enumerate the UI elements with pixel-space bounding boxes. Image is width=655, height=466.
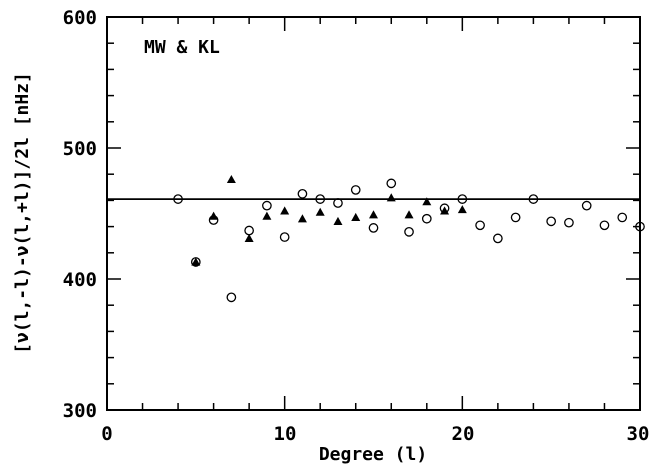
data-point-circle: [635, 221, 645, 232]
x-tick-label-30: 30: [627, 423, 650, 445]
data-point-circle: [510, 212, 521, 223]
data-point-triangle: [209, 211, 219, 220]
data-point-circle: [564, 217, 574, 228]
data-point-circle: [279, 232, 290, 242]
data-point-circle: [262, 200, 272, 211]
data-point-triangle: [315, 207, 325, 216]
data-point-circle: [404, 226, 414, 237]
data-point-triangle: [457, 205, 467, 214]
data-point-triangle: [333, 216, 343, 225]
data-point-triangle: [422, 197, 432, 206]
x-tick-label-20: 20: [452, 423, 475, 445]
data-point-triangle: [226, 174, 236, 184]
data-point-triangle: [191, 257, 201, 266]
data-point-triangle: [297, 214, 307, 223]
data-point-circle: [599, 220, 610, 231]
tick-marks: [106, 16, 641, 411]
data-point-circle: [617, 212, 628, 223]
data-point-circle: [173, 194, 183, 204]
y-tick-label-400: 400: [63, 269, 97, 291]
data-point-triangle: [244, 233, 254, 242]
data-markers: [173, 174, 645, 303]
data-point-circle: [493, 233, 503, 244]
y-tick-label-600: 600: [63, 7, 97, 29]
data-point-circle: [333, 198, 343, 208]
chart-annotation: MW & KL: [144, 37, 220, 58]
data-point-triangle: [440, 206, 450, 215]
data-point-circle: [350, 185, 361, 195]
data-point-circle: [297, 189, 308, 199]
data-point-circle: [528, 194, 539, 204]
data-point-triangle: [351, 212, 361, 222]
data-point-circle: [546, 216, 557, 227]
plot-frame: [106, 16, 641, 411]
x-axis-title: Degree (l): [319, 444, 427, 465]
data-point-circle: [421, 213, 432, 224]
y-axis-title: [ν(l,-l)-ν(l,+l)]/2l [nHz]: [12, 72, 33, 354]
data-point-circle: [475, 220, 485, 231]
data-point-circle: [581, 200, 592, 211]
y-tick-label-500: 500: [63, 138, 97, 160]
data-point-circle: [368, 223, 379, 233]
data-point-circle: [386, 178, 397, 189]
data-point-triangle: [280, 206, 290, 215]
data-point-triangle: [369, 210, 378, 219]
data-point-circle: [315, 194, 326, 204]
data-point-circle: [244, 225, 254, 236]
data-point-triangle: [386, 193, 396, 202]
data-point-triangle: [404, 210, 414, 219]
x-tick-label-0: 0: [101, 423, 112, 445]
data-point-circle: [457, 194, 468, 204]
data-point-triangle: [262, 211, 272, 220]
x-tick-label-10: 10: [274, 423, 297, 445]
y-tick-label-300: 300: [63, 400, 97, 422]
data-point-circle: [226, 292, 237, 303]
